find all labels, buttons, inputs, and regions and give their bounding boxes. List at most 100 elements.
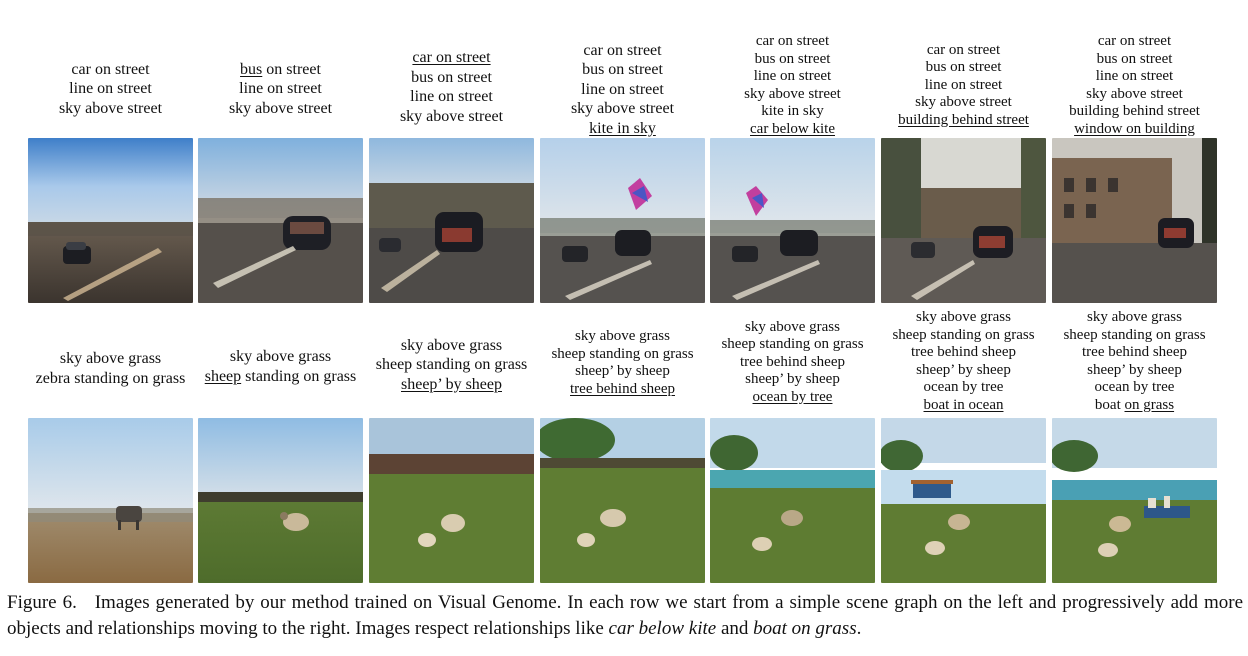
scene-graph-text: line on street <box>753 68 832 84</box>
generated-image-street-7 <box>1052 138 1217 303</box>
scene-graph-text: sky above street <box>1086 85 1183 102</box>
scene-graph-line: sheep standing on grass <box>702 336 883 354</box>
scene-graph-line: sky above street <box>190 99 371 119</box>
scene-graph-text: on street <box>262 60 321 78</box>
scene-graph-text: tree behind sheep <box>911 344 1016 360</box>
scene-graph-line: ocean by tree <box>702 389 883 407</box>
scene-graph-line: line on street <box>190 79 371 99</box>
caption-text-3: . <box>856 618 862 639</box>
scene-graph-line: sky above grass <box>873 309 1054 327</box>
scene-graph-text: boat <box>1094 396 1125 413</box>
generated-image-street-3 <box>369 138 534 303</box>
scene-graph-line: line on street <box>20 79 201 99</box>
scene-graph-text: standing on grass <box>241 367 357 385</box>
scene-graph-text: sheep standing on grass <box>1063 326 1206 343</box>
scene-graph-text: sky above grass <box>575 328 670 344</box>
scene-graph-line: car on street <box>20 60 201 80</box>
scene-graph-line: ocean by tree <box>1044 379 1225 397</box>
scene-graph-line: line on street <box>873 77 1054 95</box>
scene-graph-text: sheep standing on grass <box>375 356 528 373</box>
scene-graph-text: kite in sky <box>761 103 824 119</box>
scene-graph-line: tree behind sheep <box>1044 344 1225 362</box>
scene-graph-line: car below kite <box>702 121 883 139</box>
scene-graph-line: bus on street <box>702 51 883 69</box>
scene-graph-line: sky above grass <box>532 328 713 346</box>
scene-graph-text: building behind street <box>898 111 1029 128</box>
scene-graph-line: sky above grass <box>702 319 883 337</box>
scene-graph-text: sheep’ by sheep <box>916 361 1011 378</box>
scene-graph-text: car on street <box>412 49 491 66</box>
scene-graph-line: car on street <box>532 41 713 61</box>
scene-graph-caption: car on street line on street sky above str… <box>20 0 201 118</box>
scene-graph-text: building behind street <box>1069 103 1200 119</box>
scene-graph-line: bus on street <box>1044 51 1225 69</box>
scene-graph-line: kite in sky <box>702 103 883 121</box>
scene-graph-line: line on street <box>1044 68 1225 86</box>
scene-graph-line: sheep standing on grass <box>190 367 371 387</box>
scene-graph-text: line on street <box>69 80 152 97</box>
scene-graph-caption: bus on street line on street sky above str… <box>190 0 371 118</box>
scene-graph-line: sheep’ by sheep <box>702 371 883 389</box>
scene-graph-caption: sky above grass zebra standing on grass <box>20 304 201 388</box>
scene-graph-text: sheep standing on grass <box>721 336 864 352</box>
generated-image-grass-2 <box>198 418 363 583</box>
scene-graph-line: ocean by tree <box>873 379 1054 397</box>
scene-graph-line: line on street <box>532 80 713 100</box>
scene-graph-text: ocean by tree <box>1094 379 1175 395</box>
scene-graph-text: sky above street <box>399 107 504 125</box>
scene-graph-caption: sky above grass sheep standing on grass tr… <box>1044 304 1225 414</box>
scene-graph-caption: car on street bus on street line on street… <box>361 0 542 126</box>
scene-graph-text: bus on street <box>925 59 1002 75</box>
scene-graph-line: boat in ocean <box>873 397 1054 415</box>
scene-graph-text: tree behind sheep <box>570 380 675 397</box>
scene-graph-line: bus on street <box>873 59 1054 77</box>
scene-graph-line: tree behind sheep <box>532 381 713 399</box>
scene-graph-text: bus on street <box>1096 50 1173 67</box>
scene-graph-text: bus on street <box>754 50 831 67</box>
scene-graph-caption: car on street bus on street line on street… <box>1044 0 1225 138</box>
caption-text-2: and <box>716 618 754 639</box>
scene-graph-caption: car on street bus on street line on street… <box>873 0 1054 129</box>
generated-image-grass-3 <box>369 418 534 583</box>
scene-graph-text: bus on street <box>582 61 663 78</box>
scene-graph-line: sheep standing on grass <box>532 346 713 364</box>
scene-graph-line: sheep standing on grass <box>1044 327 1225 345</box>
scene-graph-line: car on street <box>1044 33 1225 51</box>
caption-emphasis-2: boat on grass <box>753 618 857 639</box>
generated-image-grass-7 <box>1052 418 1217 583</box>
scene-graph-text: sky above grass <box>59 350 162 367</box>
scene-graph-text: line on street <box>924 76 1003 93</box>
scene-graph-line: tree behind sheep <box>873 344 1054 362</box>
scene-graph-text: sheep’ by sheep <box>1087 361 1182 378</box>
scene-graph-text: kite in sky <box>589 119 656 137</box>
scene-graph-line: bus on street <box>361 68 542 88</box>
scene-graph-text: sheep <box>204 367 242 385</box>
scene-graph-text: sheep’ by sheep <box>401 375 502 393</box>
generated-image-street-4 <box>540 138 705 303</box>
scene-graph-text: sky above street <box>570 100 675 117</box>
scene-graph-text: zebra standing on grass <box>35 369 186 387</box>
scene-graph-line: boat on grass <box>1044 397 1225 415</box>
scene-graph-caption: sky above grass sheep standing on grass sh… <box>361 304 542 394</box>
scene-graph-line: sheep’ by sheep <box>532 363 713 381</box>
scene-graph-text: sheep standing on grass <box>892 326 1035 343</box>
caption-text-1: Images generated by our method trained o… <box>7 592 1244 639</box>
scene-graph-line: kite in sky <box>532 119 713 139</box>
caption-emphasis-1: car below kite <box>608 618 717 639</box>
scene-graph-text: sheep’ by sheep <box>745 371 840 387</box>
scene-graph-line: car on street <box>873 42 1054 60</box>
scene-graph-line: bus on street <box>532 60 713 80</box>
generated-image-street-6 <box>881 138 1046 303</box>
scene-graph-line: sky above grass <box>361 336 542 356</box>
scene-graph-text: sky above street <box>58 99 163 117</box>
scene-graph-text: sky above street <box>915 94 1012 110</box>
scene-graph-line: sheep’ by sheep <box>361 375 542 395</box>
scene-graph-line: line on street <box>361 87 542 107</box>
scene-graph-text: on grass <box>1124 396 1175 413</box>
scene-graph-text: line on street <box>581 80 664 98</box>
scene-graph-text: bus <box>240 60 263 78</box>
scene-graph-text: tree behind sheep <box>1082 344 1187 360</box>
scene-graph-line: sky above grass <box>1044 309 1225 327</box>
scene-graph-line: bus on street <box>190 60 371 80</box>
scene-graph-text: sky above grass <box>400 336 503 354</box>
